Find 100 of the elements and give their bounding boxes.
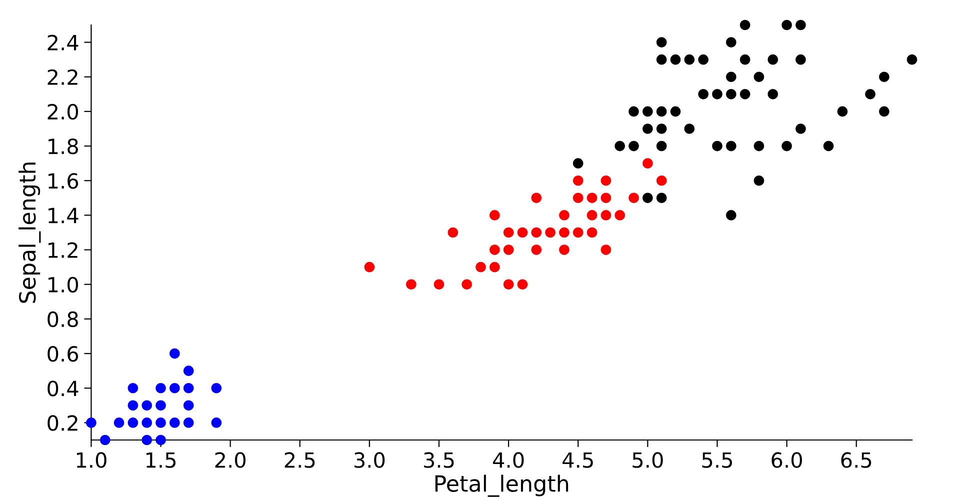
point xyxy=(879,106,890,117)
point xyxy=(531,244,542,255)
point xyxy=(142,400,152,411)
point xyxy=(768,54,778,65)
point xyxy=(726,37,736,48)
point xyxy=(656,175,667,186)
point xyxy=(170,418,180,428)
x-tick-label: 4.5 xyxy=(562,452,593,468)
y-tick-label: 1.0 xyxy=(48,276,78,293)
point xyxy=(879,72,890,82)
point xyxy=(170,382,180,394)
point xyxy=(531,192,542,204)
point xyxy=(142,418,152,428)
x-tick-label: 1.5 xyxy=(146,452,176,468)
x-tick-label: 4.0 xyxy=(493,452,524,468)
point xyxy=(684,124,695,134)
point xyxy=(642,106,653,117)
point xyxy=(796,124,806,134)
point xyxy=(183,418,194,428)
point xyxy=(128,400,138,411)
point xyxy=(754,175,764,186)
y-tick-label: 1.2 xyxy=(48,242,78,258)
point xyxy=(656,192,667,204)
point xyxy=(572,158,584,168)
point xyxy=(156,382,166,394)
point xyxy=(156,434,166,446)
point xyxy=(559,227,570,238)
point xyxy=(170,348,180,359)
x-axis-title: Petal_length xyxy=(435,474,568,497)
x-tick-label: 1.0 xyxy=(76,452,106,468)
point xyxy=(183,400,194,411)
point xyxy=(364,262,375,272)
point xyxy=(684,54,695,65)
point xyxy=(698,54,708,65)
point xyxy=(517,279,528,290)
point xyxy=(183,366,194,376)
x-tick-label: 6.0 xyxy=(772,452,802,468)
point xyxy=(726,72,736,82)
point xyxy=(586,210,598,220)
point xyxy=(642,158,653,168)
y-tick-label: 2.2 xyxy=(48,69,78,85)
point xyxy=(559,244,570,255)
point xyxy=(726,210,736,220)
y-tick-label: 2.4 xyxy=(48,34,78,50)
point xyxy=(782,140,792,152)
point xyxy=(600,244,612,255)
point xyxy=(740,54,750,65)
y-tick-label: 1.4 xyxy=(48,208,78,224)
y-tick-label: 2.0 xyxy=(48,104,78,120)
point xyxy=(740,20,750,30)
point xyxy=(489,210,500,220)
point xyxy=(462,279,472,290)
point xyxy=(670,106,681,117)
point xyxy=(656,37,667,48)
point xyxy=(572,192,584,204)
point xyxy=(572,175,584,186)
point xyxy=(754,72,764,82)
x-tick-label: 2.5 xyxy=(284,452,315,468)
point xyxy=(642,192,653,204)
point xyxy=(698,89,708,100)
y-tick-label: 1.8 xyxy=(48,138,78,154)
point xyxy=(796,20,806,30)
point xyxy=(768,89,778,100)
point xyxy=(614,140,625,152)
point xyxy=(114,418,124,428)
point xyxy=(642,124,653,134)
y-tick-label: 1.6 xyxy=(48,173,78,189)
point xyxy=(600,210,612,220)
point xyxy=(503,227,514,238)
point xyxy=(656,106,667,117)
point xyxy=(517,227,528,238)
point xyxy=(656,124,667,134)
point xyxy=(656,140,667,152)
point xyxy=(823,140,834,152)
point xyxy=(628,192,639,204)
x-tick-label: 3.0 xyxy=(354,452,385,468)
point xyxy=(142,434,152,446)
point xyxy=(545,227,556,238)
point xyxy=(726,140,736,152)
point xyxy=(586,192,598,204)
y-tick-label: 0.4 xyxy=(48,380,78,396)
point xyxy=(837,106,848,117)
point xyxy=(906,54,918,65)
point xyxy=(128,418,138,428)
point xyxy=(726,89,736,100)
point xyxy=(476,262,486,272)
point xyxy=(156,400,166,411)
point xyxy=(434,279,444,290)
point xyxy=(128,382,138,394)
point xyxy=(740,89,750,100)
point xyxy=(211,382,222,394)
point xyxy=(865,89,876,100)
x-tick-label: 5.0 xyxy=(632,452,663,468)
y-tick-label: 0.2 xyxy=(48,415,78,431)
x-tick-label: 6.5 xyxy=(841,452,872,468)
point xyxy=(600,175,612,186)
point xyxy=(572,227,584,238)
point xyxy=(489,262,500,272)
point xyxy=(183,382,194,394)
y-axis-title: Sepal_length xyxy=(18,162,41,303)
